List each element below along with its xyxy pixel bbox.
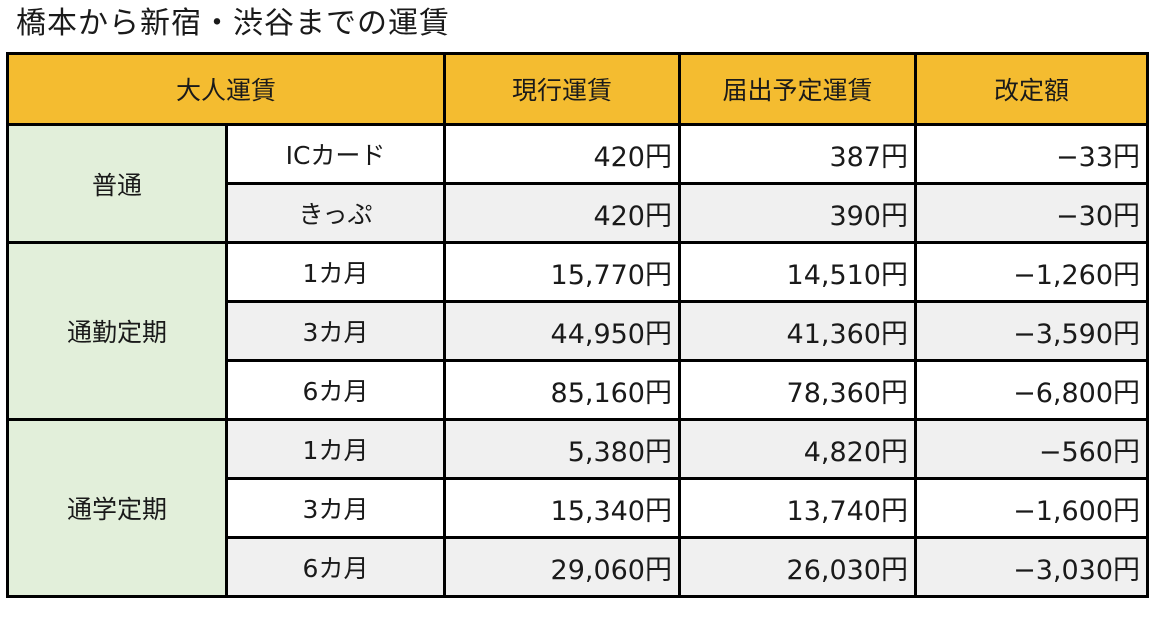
current-fare: 29,060円 — [443, 536, 681, 598]
change-amount: −1,260円 — [914, 241, 1149, 303]
planned-fare: 14,510円 — [678, 241, 917, 303]
fare-type: 6カ月 — [225, 359, 446, 421]
planned-fare: 41,360円 — [678, 300, 917, 362]
table-row: 3カ月 15,340円 13,740円 −1,600円 — [8, 477, 1149, 539]
fare-type: ICカード — [225, 123, 446, 185]
table-row: 通学定期 1カ月 5,380円 4,820円 −560円 — [6, 418, 1149, 598]
table-row: きっぷ 420円 390円 −30円 — [8, 182, 1149, 244]
change-amount: −3,590円 — [914, 300, 1149, 362]
planned-fare: 390円 — [678, 182, 917, 244]
current-fare: 15,770円 — [443, 241, 681, 303]
header-current-fare: 現行運賃 — [443, 52, 681, 126]
planned-fare: 4,820円 — [678, 418, 917, 480]
change-amount: −33円 — [914, 123, 1149, 185]
header-row: 大人運賃 現行運賃 届出予定運賃 改定額 — [6, 52, 1149, 126]
current-fare: 15,340円 — [443, 477, 681, 539]
table-row: 通勤定期 1カ月 15,770円 14,510円 −1,260円 — [6, 241, 1149, 421]
planned-fare: 387円 — [678, 123, 917, 185]
table-row: 3カ月 44,950円 41,360円 −3,590円 — [8, 300, 1149, 362]
header-planned-fare: 届出予定運賃 — [678, 52, 917, 126]
table-row: 6カ月 85,160円 78,360円 −6,800円 — [8, 359, 1149, 421]
group-label-regular: 普通 — [6, 123, 228, 244]
change-amount: −560円 — [914, 418, 1149, 480]
change-amount: −3,030円 — [914, 536, 1149, 598]
fare-type: 3カ月 — [225, 477, 446, 539]
fare-type: 1カ月 — [225, 241, 446, 303]
planned-fare: 13,740円 — [678, 477, 917, 539]
planned-fare: 26,030円 — [678, 536, 917, 598]
page-title: 橋本から新宿・渋谷までの運賃 — [16, 6, 450, 41]
fare-table: 大人運賃 現行運賃 届出予定運賃 改定額 普通 ICカード 420円 387円 … — [6, 52, 1149, 598]
fare-type: 1カ月 — [225, 418, 446, 480]
current-fare: 5,380円 — [443, 418, 681, 480]
current-fare: 420円 — [443, 182, 681, 244]
group-label-commuter-pass: 通勤定期 — [6, 241, 228, 421]
change-amount: −30円 — [914, 182, 1149, 244]
current-fare: 420円 — [443, 123, 681, 185]
table-row: 普通 ICカード 420円 387円 −33円 — [6, 123, 1149, 244]
fare-type: きっぷ — [225, 182, 446, 244]
change-amount: −6,800円 — [914, 359, 1149, 421]
current-fare: 85,160円 — [443, 359, 681, 421]
fare-type: 6カ月 — [225, 536, 446, 598]
table-row: 6カ月 29,060円 26,030円 −3,030円 — [8, 536, 1149, 598]
change-amount: −1,600円 — [914, 477, 1149, 539]
current-fare: 44,950円 — [443, 300, 681, 362]
header-change-amount: 改定額 — [914, 52, 1149, 126]
fare-type: 3カ月 — [225, 300, 446, 362]
planned-fare: 78,360円 — [678, 359, 917, 421]
header-category: 大人運賃 — [6, 52, 446, 126]
group-label-student-pass: 通学定期 — [6, 418, 228, 598]
